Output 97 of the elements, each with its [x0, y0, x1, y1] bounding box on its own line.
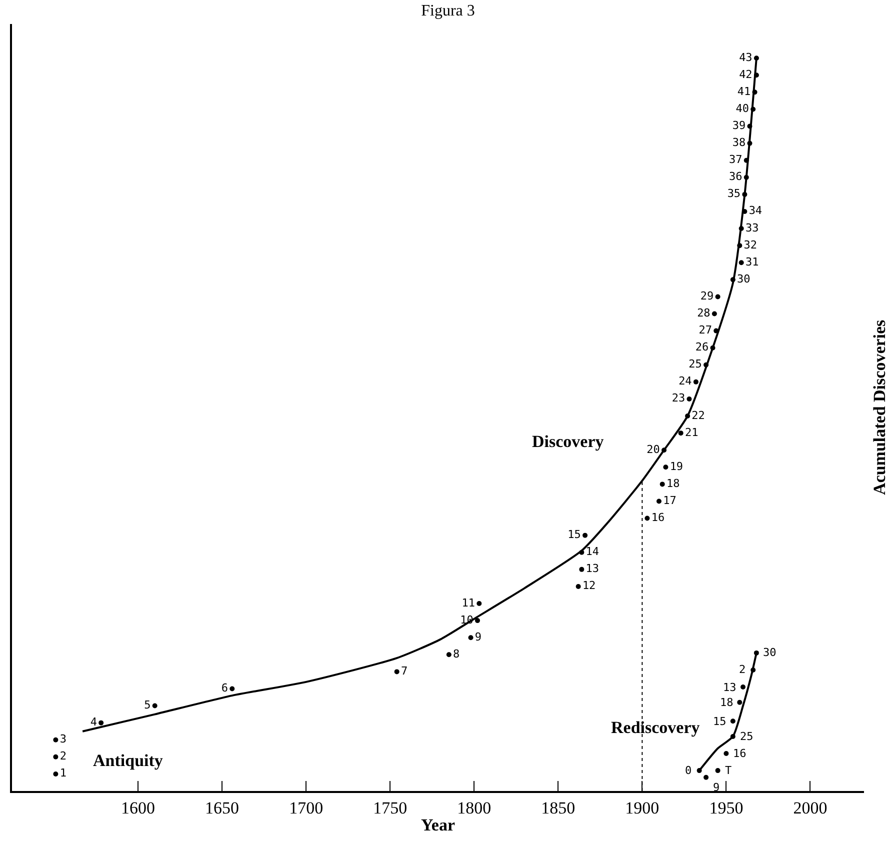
- chart-title: Figura 3: [421, 2, 475, 20]
- data-label: 41: [737, 84, 751, 98]
- annotation: T: [725, 764, 732, 777]
- data-label: 12: [582, 579, 596, 592]
- x-tick-label: 1950: [709, 798, 744, 818]
- data-label: 1: [60, 766, 66, 780]
- data-label: 35: [727, 187, 741, 200]
- annotation: 15: [713, 715, 726, 728]
- annotation: 9: [713, 781, 720, 794]
- point: [582, 532, 588, 538]
- point: [656, 498, 662, 504]
- point: [394, 669, 400, 674]
- data-label: 37: [728, 153, 742, 166]
- data-label: 31: [745, 255, 759, 268]
- data-label: 33: [745, 221, 759, 234]
- data-label: 22: [692, 408, 705, 422]
- data-label: 24: [678, 374, 692, 388]
- data-label: 2: [60, 750, 66, 763]
- data-label: 20: [646, 442, 660, 456]
- data-label: 9: [474, 630, 482, 644]
- point: [693, 379, 698, 384]
- data-label: 34: [748, 204, 762, 218]
- x-tick-label: 1750: [373, 798, 408, 818]
- data-label: 5: [144, 698, 151, 712]
- x-tick-label: 1600: [121, 798, 156, 818]
- data-label: 3: [60, 732, 66, 746]
- data-label: 39: [732, 119, 746, 132]
- point: [663, 464, 668, 470]
- point: [579, 566, 584, 572]
- data-label: 36: [728, 170, 742, 184]
- point: [644, 516, 650, 521]
- data-label: 15: [568, 528, 581, 542]
- annotation: 30: [763, 646, 776, 659]
- point: [730, 718, 736, 724]
- data-label: 13: [586, 562, 600, 576]
- data-label: 29: [700, 289, 714, 302]
- data-label: 30: [737, 272, 750, 286]
- point: [737, 700, 742, 705]
- annotation: Discovery: [532, 432, 604, 451]
- data-label: 38: [732, 136, 746, 150]
- data-label: 42: [739, 68, 752, 81]
- annotation: 16: [733, 747, 746, 760]
- point: [740, 684, 746, 690]
- annotation: 13: [723, 681, 736, 694]
- data-label: 18: [666, 476, 680, 490]
- data-label: 23: [672, 392, 686, 405]
- point: [474, 618, 480, 624]
- data-label: 32: [744, 238, 758, 252]
- data-label: 40: [736, 102, 749, 115]
- x-tick-label: 2000: [793, 798, 828, 818]
- data-label: 43: [739, 50, 752, 64]
- point: [98, 720, 104, 726]
- data-label: 28: [697, 306, 710, 320]
- point: [724, 751, 729, 756]
- x-tick-label: 1650: [205, 798, 240, 818]
- y-axis-title: Acumulated Discoveries: [870, 319, 889, 495]
- point: [704, 774, 709, 780]
- x-tick-label: 1700: [289, 798, 324, 818]
- annotation: 0: [685, 764, 692, 777]
- point: [53, 754, 58, 760]
- point: [678, 430, 684, 436]
- data-label: 8: [453, 647, 460, 660]
- point: [468, 635, 474, 640]
- annotation: 2: [739, 663, 746, 676]
- annotation: 18: [720, 696, 734, 709]
- x-axis-title: Year: [421, 815, 456, 834]
- annotation: Rediscovery: [611, 718, 700, 737]
- x-tick-label: 1800: [457, 798, 492, 818]
- point: [152, 703, 158, 708]
- x-tick-label: 1900: [625, 798, 660, 818]
- data-label: 26: [695, 340, 709, 354]
- point: [715, 768, 720, 774]
- point: [53, 771, 58, 776]
- data-label: 16: [651, 511, 665, 524]
- data-label: 19: [670, 460, 684, 473]
- data-label: 25: [688, 358, 702, 371]
- x-tick-label: 1850: [541, 798, 576, 818]
- data-label: 21: [684, 426, 698, 439]
- data-label: 6: [221, 681, 228, 694]
- point: [660, 482, 665, 487]
- point: [712, 311, 717, 316]
- data-label: 17: [663, 494, 676, 507]
- point: [686, 396, 692, 402]
- point: [715, 294, 720, 300]
- point: [446, 652, 452, 658]
- annotation: Antiquity: [93, 751, 164, 770]
- annotation: 25: [740, 730, 754, 743]
- data-label: 7: [400, 664, 408, 678]
- data-label: 27: [698, 324, 712, 337]
- point: [230, 686, 235, 692]
- data-label: 14: [586, 545, 600, 558]
- data-label: 4: [90, 716, 98, 729]
- point: [738, 260, 744, 266]
- point: [576, 584, 581, 589]
- point: [476, 601, 482, 606]
- point: [53, 737, 58, 742]
- data-label: 11: [462, 596, 476, 610]
